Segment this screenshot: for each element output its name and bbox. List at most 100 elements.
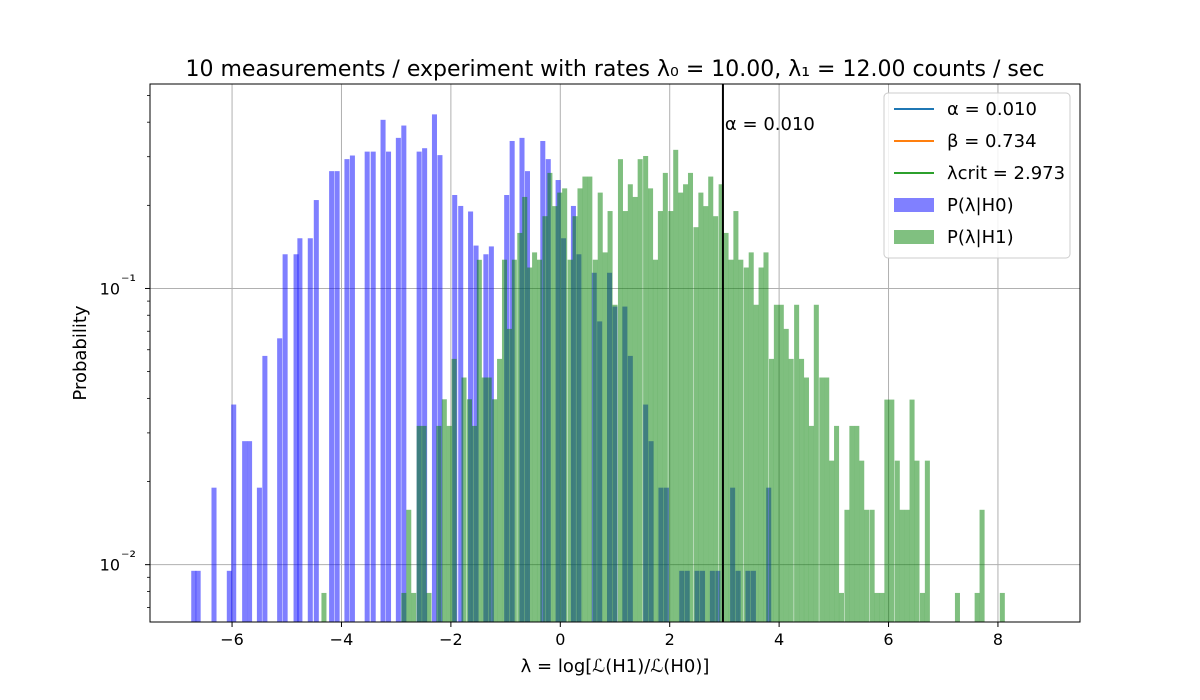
histogram-bar (899, 509, 905, 622)
histogram-bar (723, 232, 729, 622)
histogram-bar (838, 592, 844, 622)
histogram-bar (587, 176, 593, 622)
histogram-bar (441, 399, 447, 622)
histogram-bar (297, 238, 303, 622)
y-tick-label: 10 (100, 279, 120, 298)
histogram-bar (687, 172, 694, 622)
histogram-bar (733, 211, 739, 622)
histogram-bar (542, 216, 548, 622)
histogram-bar (344, 159, 350, 622)
critical-value-marker: α = 0.010 (721, 84, 815, 622)
histogram-bar (824, 377, 830, 622)
legend-label: P(λ|H1) (947, 227, 1014, 248)
y-tick-label: 10 (100, 556, 120, 575)
x-tick-label: 0 (555, 630, 565, 649)
histogram-bar (471, 425, 477, 622)
histogram-bar (728, 259, 734, 622)
x-axis-label: λ = log[ℒ(H1)/ℒ(H0)] (521, 656, 710, 677)
histogram-bar (497, 358, 503, 622)
histogram-bar (668, 211, 674, 622)
histogram-bar (329, 171, 335, 622)
histogram-bar (602, 252, 608, 622)
histogram-bar (743, 267, 749, 622)
histogram-bar (597, 192, 603, 622)
histogram-bar (364, 151, 370, 622)
histogram-bar (567, 259, 573, 622)
histogram-bar (612, 304, 618, 622)
y-tick-label-exponent: ⁻² (121, 548, 136, 567)
histogram-bar (859, 460, 865, 622)
histogram-bar (607, 211, 613, 622)
histogram-bar (552, 206, 558, 622)
histogram-bar (778, 304, 784, 622)
histogram-bar (718, 184, 724, 622)
y-tick-label-exponent: ⁻¹ (121, 271, 136, 290)
histogram-bar (768, 358, 774, 622)
histogram-bar (919, 592, 925, 622)
chart-title: 10 measurements / experiment with rates … (186, 57, 1045, 82)
histogram-bar (511, 259, 517, 622)
histogram-bar (632, 196, 638, 622)
histogram-bar (380, 119, 386, 622)
plot-frame (149, 83, 1081, 623)
histogram-bar (501, 259, 508, 622)
histogram-bar (783, 328, 789, 622)
histogram-bar (547, 172, 553, 622)
histogram-bar (401, 125, 407, 622)
histogram-bar (617, 159, 623, 623)
histogram-bar (349, 155, 355, 623)
histogram-bar (683, 184, 689, 622)
histogram-bar (788, 358, 794, 622)
histogram-bar (557, 192, 563, 622)
histogram-bar (401, 592, 407, 622)
histogram-bar (226, 570, 232, 622)
histogram-bar (637, 159, 643, 623)
histogram-bar (819, 377, 825, 622)
histogram-bar (708, 176, 714, 622)
histogram-bar (924, 460, 930, 622)
histogram-bar (458, 205, 464, 623)
histogram-bar (698, 192, 704, 622)
histogram-bar (592, 259, 598, 622)
histogram-bar (411, 592, 417, 622)
histogram-bar (451, 358, 457, 622)
histogram-bar (974, 592, 980, 622)
histogram-bar (370, 151, 376, 622)
histogram-bar (277, 338, 283, 622)
histogram-bar (437, 155, 443, 623)
series-h1-bars (321, 149, 1005, 623)
histogram-bar (195, 570, 201, 622)
histogram-bar (506, 328, 512, 622)
histogram-bar (406, 509, 412, 622)
axis-ticks: −6 −4 −2 0 2 4 6 810 ⁻²10 ⁻¹ (100, 95, 1003, 649)
histogram-bar (879, 592, 885, 622)
histogram-bar (678, 192, 684, 622)
histogram-bar (622, 211, 628, 622)
histogram-bar (794, 304, 800, 622)
histogram-bar (211, 487, 217, 622)
histogram-bar (421, 425, 427, 622)
histogram-bar (436, 425, 442, 622)
histogram-bar (864, 509, 870, 622)
legend: α = 0.010 β = 0.734 λcrit = 2.973 P(λ|H0) P(… (883, 92, 1071, 259)
histogram-bar (643, 155, 649, 622)
histogram-bar (869, 509, 875, 622)
x-tick-label: −6 (220, 630, 244, 649)
histogram-bar (313, 200, 319, 623)
histogram-bar (766, 487, 772, 622)
histogram-bar (562, 188, 568, 622)
histogram-bar (884, 399, 890, 622)
histogram-bar (527, 267, 533, 622)
histogram-bar (386, 151, 392, 622)
x-tick-label: 2 (665, 630, 675, 649)
x-tick-label: −2 (439, 630, 463, 649)
legend-label: λcrit = 2.973 (947, 163, 1065, 184)
histogram-bar (758, 267, 764, 622)
y-axis-label: Probability (70, 305, 91, 400)
histogram-bar (446, 425, 452, 622)
histogram-bar (293, 254, 299, 622)
histogram-bar (954, 592, 960, 622)
histogram-bar (652, 259, 658, 622)
histogram-bar (492, 399, 498, 622)
histogram-bar (753, 304, 759, 622)
